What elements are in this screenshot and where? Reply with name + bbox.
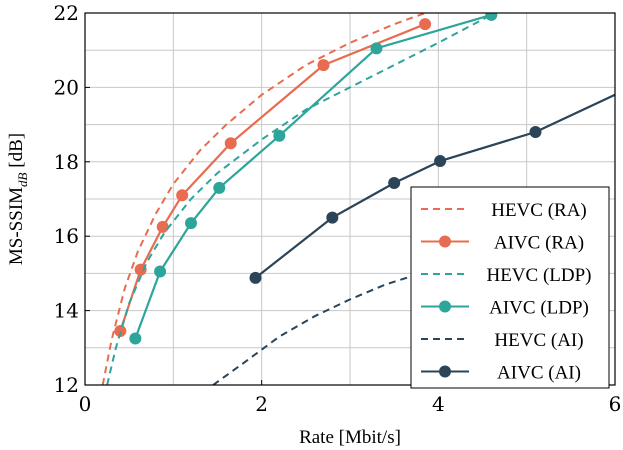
y-axis-title-subscript: dB	[15, 172, 30, 187]
data-point-aivc-ldp	[154, 265, 167, 278]
data-point-aivc-ra	[176, 189, 189, 202]
y-tick-label: 18	[54, 150, 79, 174]
series-line-aivc-ra	[119, 23, 426, 332]
plot-frame	[84, 12, 616, 386]
data-point-aivc-ldp	[273, 129, 286, 142]
data-point-aivc-ldp	[213, 181, 226, 194]
legend-label-aivc-ldp: AIVC (LDP)	[489, 298, 589, 319]
data-point-aivc-ra	[156, 220, 169, 233]
legend-marker-aivc-ra	[439, 235, 451, 248]
series-line-hevc-ldp	[106, 14, 492, 385]
x-tick-label: 6	[609, 392, 622, 416]
x-axis-title: Rate [Mbit/s]	[299, 427, 401, 448]
x-tick-label: 4	[432, 392, 445, 416]
data-point-aivc-ai	[326, 211, 339, 224]
x-tick-label: 0	[79, 392, 92, 416]
y-axis-title-suffix: [dB]	[6, 133, 27, 173]
data-point-aivc-ra	[317, 59, 330, 72]
axis-ticks: 0 2 4 6 12 14 16 18 20 22	[54, 1, 622, 416]
data-point-aivc-ldp	[129, 332, 142, 345]
legend-marker-aivc-ldp	[439, 300, 451, 313]
data-point-aivc-ra	[419, 18, 432, 31]
legend: HEVC (RA) AIVC (RA) HEVC (LDP) AIVC (LDP) HE…	[410, 186, 610, 389]
data-point-aivc-ra	[114, 325, 127, 338]
data-point-aivc-ra	[134, 263, 147, 276]
y-tick-label: 12	[54, 373, 79, 397]
data-point-aivc-ldp	[485, 13, 498, 21]
data-point-aivc-ai	[249, 271, 262, 284]
data-point-aivc-ai	[434, 155, 447, 168]
legend-label-aivc-ai: AIVC (AI)	[497, 363, 581, 384]
legend-label-hevc-ra: HEVC (RA)	[491, 200, 587, 221]
y-tick-label: 14	[54, 299, 79, 323]
series-line-aivc-ai	[254, 93, 615, 279]
data-point-aivc-ai	[529, 126, 542, 139]
y-axis-title-main: MS-SSIM	[6, 187, 27, 265]
data-point-aivc-ldp	[185, 217, 197, 230]
data-point-aivc-ldp	[370, 42, 383, 55]
y-axis-title: MS-SSIMdB [dB]	[6, 133, 30, 265]
legend-box	[410, 186, 610, 389]
data-point-aivc-ra	[224, 137, 237, 150]
y-tick-label: 20	[54, 75, 79, 99]
data-point-aivc-ai	[388, 177, 401, 190]
y-tick-label: 22	[54, 1, 79, 25]
legend-label-aivc-ra: AIVC (RA)	[494, 233, 584, 254]
x-tick-label: 2	[255, 392, 268, 416]
legend-marker-aivc-ai	[439, 365, 451, 378]
legend-label-hevc-ai: HEVC (AI)	[494, 330, 583, 351]
y-tick-label: 16	[54, 224, 79, 248]
series-line-hevc-ra	[101, 13, 426, 385]
legend-label-hevc-ldp: HEVC (LDP)	[486, 265, 591, 286]
